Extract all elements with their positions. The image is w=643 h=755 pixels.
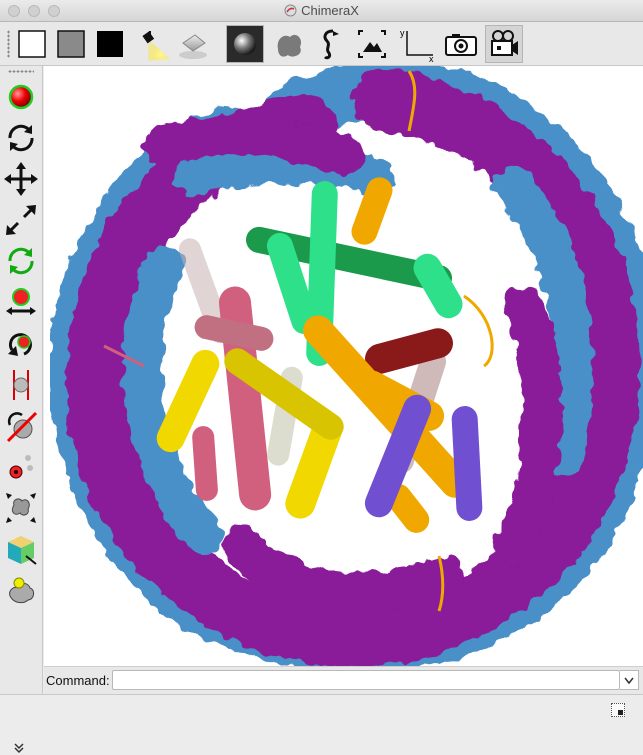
close-window-button[interactable] [8,5,20,17]
command-label: Command: [46,673,110,688]
simple-lighting-button[interactable] [134,25,172,63]
yellow-helix [285,413,343,519]
spotlight-icon [142,31,170,61]
four-arrows-icon [4,162,38,196]
distance-button[interactable] [2,366,40,404]
red-sphere-icon [8,84,34,110]
log-panel-icon[interactable] [611,703,625,717]
atom-label-icon [9,455,33,479]
snapshot-fit-button[interactable] [353,25,391,63]
window-title: ChimeraX [301,3,359,18]
purple-helix [451,406,483,521]
select-mode-button[interactable] [2,78,40,116]
white-square-icon [18,30,46,58]
graphics-viewport[interactable] [44,66,643,666]
histone-helices [103,70,494,612]
orange-helix [351,177,393,245]
toolbar-grip[interactable] [7,30,10,58]
mountain-frame-icon [358,30,386,58]
distance-icon [13,370,29,400]
title-bar: ChimeraX [0,0,643,22]
soft-light-icon [179,34,207,59]
rotate-selected-button[interactable] [2,283,40,321]
dna-surface [48,66,643,666]
double-chevron-down-icon[interactable] [13,742,25,755]
full-lighting-button[interactable] [226,25,264,63]
pink-helix [194,315,274,351]
snapshot-button[interactable] [442,25,480,63]
bond-rotation-button[interactable] [2,572,40,610]
dark-red-helix [365,328,453,374]
loop-coil [103,344,145,368]
yellow-helix [224,348,344,440]
chimerax-app-icon [284,4,297,17]
diagonal-arrows-icon [6,205,36,235]
command-input[interactable] [112,670,620,690]
dna-purple-strand [66,70,640,666]
nucleosome-structure [48,66,643,666]
loop-coil [437,555,445,612]
command-line: Command: [44,666,643,694]
status-bar [0,694,643,725]
translate-selected-button[interactable] [2,242,40,280]
rotate-mode-button[interactable] [2,119,40,157]
command-history-dropdown[interactable] [620,670,639,690]
map-contour-button[interactable] [2,530,40,568]
delete-sphere-icon [6,411,38,443]
ghost-helix [178,238,231,344]
flat-blob-icon [277,34,302,57]
rotate-arrows-icon [8,124,34,152]
dark-green-helix [246,226,452,292]
minimize-window-button[interactable] [28,5,40,17]
pivot-button[interactable] [2,324,40,362]
green-helix [266,232,318,335]
pink-helix [192,426,218,501]
dna-purple-inner-strand [144,115,563,613]
camera-icon [445,34,477,56]
left-toolbar-grip[interactable] [8,70,34,73]
xy-axes-icon: y x [400,28,434,64]
zoom-window-button[interactable] [48,5,60,17]
axis-x-label: x [429,54,434,63]
shaded-sphere-icon [227,26,263,62]
seahorse-icon [323,29,339,60]
gray-background-button[interactable] [52,25,90,63]
green-helix [413,253,463,319]
delete-button[interactable] [2,407,40,445]
black-background-button[interactable] [91,25,129,63]
move-atoms-icon [6,288,36,315]
zoom-mode-button[interactable] [2,201,40,239]
pivot-icon [8,333,32,356]
axes-button[interactable]: y x [397,25,435,64]
move-blob-icon [6,493,36,523]
yellow-blob-icon [9,577,35,604]
cube-icon [8,536,37,565]
translate-mode-button[interactable] [2,160,40,198]
loop-coil [463,294,494,368]
green-rotate-icon [8,247,34,275]
purple-helix [364,394,432,518]
black-square-icon [97,31,123,57]
toolbar: y x [0,22,643,66]
movie-camera-icon [491,30,518,56]
silhouettes-button[interactable] [311,25,349,63]
gray-square-icon [57,30,85,58]
white-background-button[interactable] [13,25,51,63]
label-button[interactable] [2,448,40,486]
flat-lighting-button[interactable] [270,25,308,63]
axis-y-label: y [400,28,405,38]
mouse-modes-toolbar [0,66,43,754]
yellow-helix [156,349,220,453]
soft-lighting-button[interactable] [173,25,211,63]
loop-coil [407,70,417,132]
record-movie-button[interactable] [485,25,523,63]
chevron-down-icon [624,677,634,685]
move-picked-models-button[interactable] [2,489,40,527]
